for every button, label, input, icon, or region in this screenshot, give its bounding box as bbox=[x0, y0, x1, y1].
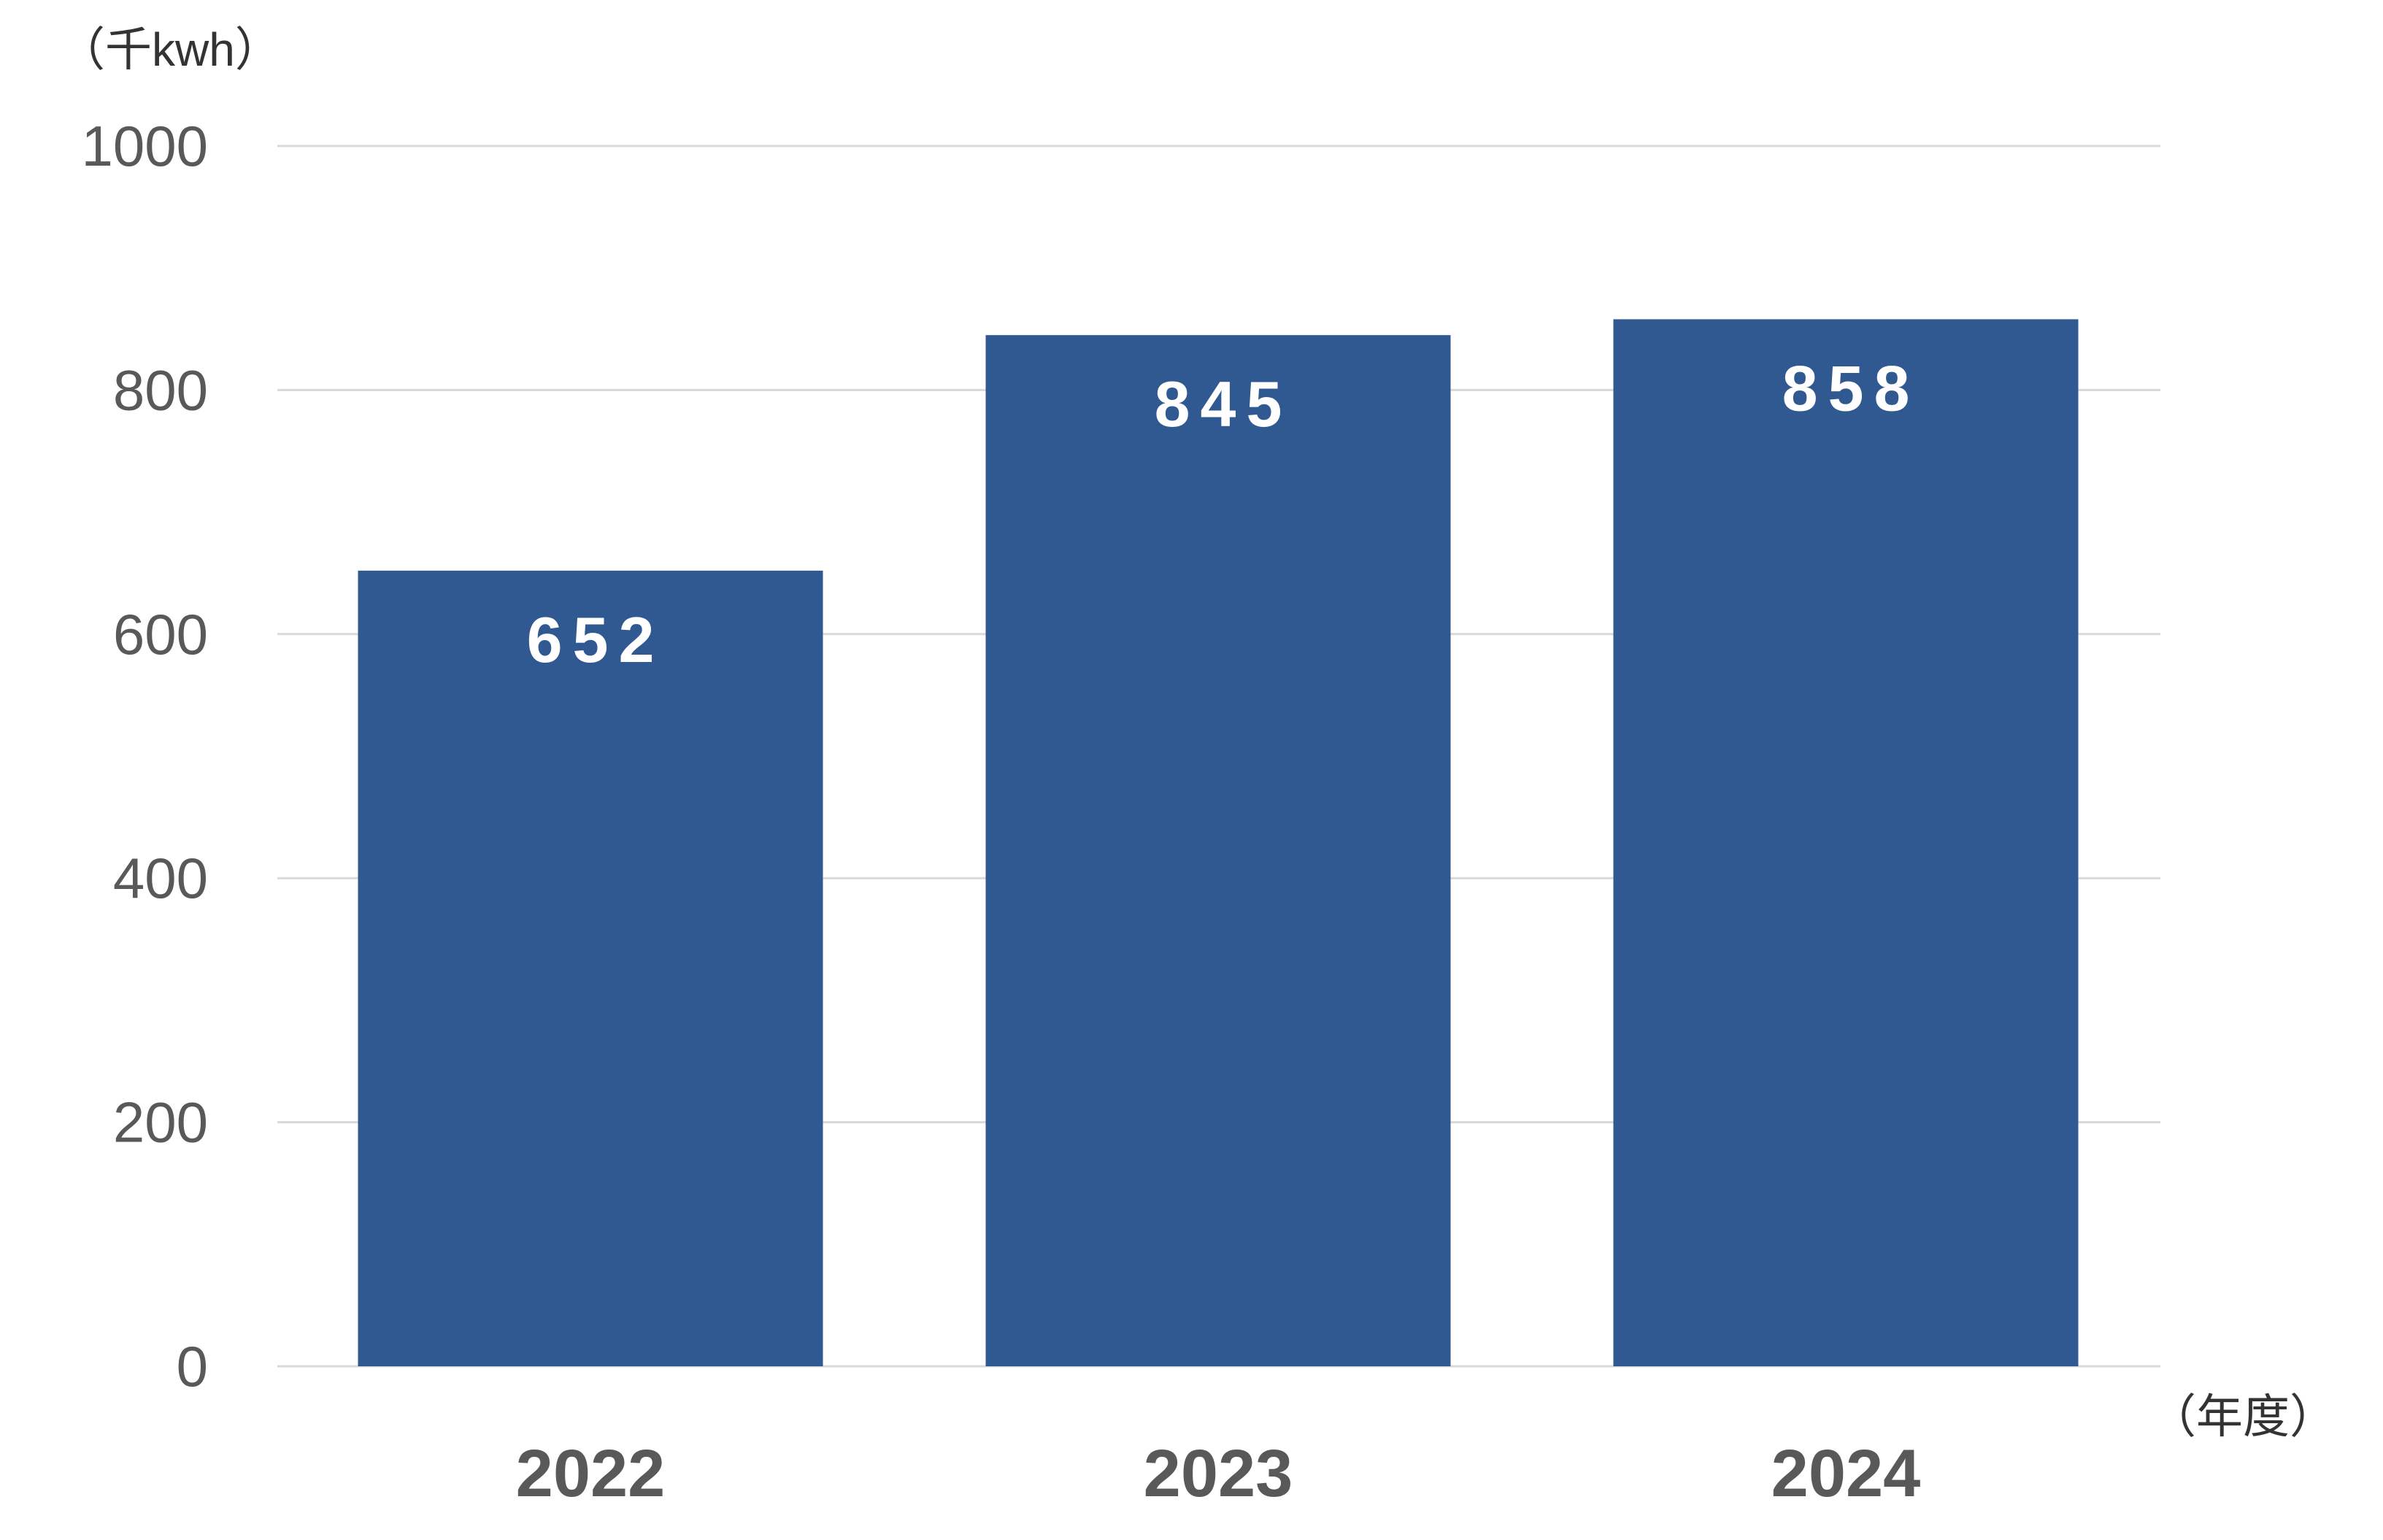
bar-value-label: 652 bbox=[527, 604, 665, 676]
bar-value-label: 845 bbox=[1155, 368, 1293, 440]
x-axis-unit-label: （年度） bbox=[2149, 1390, 2336, 1443]
bar-value-label: 858 bbox=[1782, 352, 1920, 424]
y-tick-label: 0 bbox=[177, 1334, 208, 1398]
y-axis-unit-label: （千kwh） bbox=[58, 23, 282, 76]
y-axis-ticks: 0 200 400 600 800 1000 bbox=[81, 114, 208, 1398]
y-tick-label: 600 bbox=[113, 602, 208, 666]
x-tick-label: 2024 bbox=[1771, 1436, 1921, 1511]
x-tick-label: 2022 bbox=[516, 1436, 666, 1511]
bar-2023 bbox=[985, 335, 1451, 1366]
y-tick-label: 1000 bbox=[81, 114, 208, 178]
x-axis-ticks: 2022 2023 2024 bbox=[516, 1436, 1921, 1511]
bar-2024 bbox=[1613, 319, 2079, 1366]
y-tick-label: 400 bbox=[113, 846, 208, 910]
bar-2022 bbox=[358, 570, 823, 1367]
bar-labels: 652 845 858 bbox=[527, 352, 1920, 676]
y-tick-label: 800 bbox=[113, 358, 208, 422]
y-tick-label: 200 bbox=[113, 1090, 208, 1155]
x-tick-label: 2023 bbox=[1144, 1436, 1293, 1511]
bars bbox=[358, 319, 2079, 1367]
